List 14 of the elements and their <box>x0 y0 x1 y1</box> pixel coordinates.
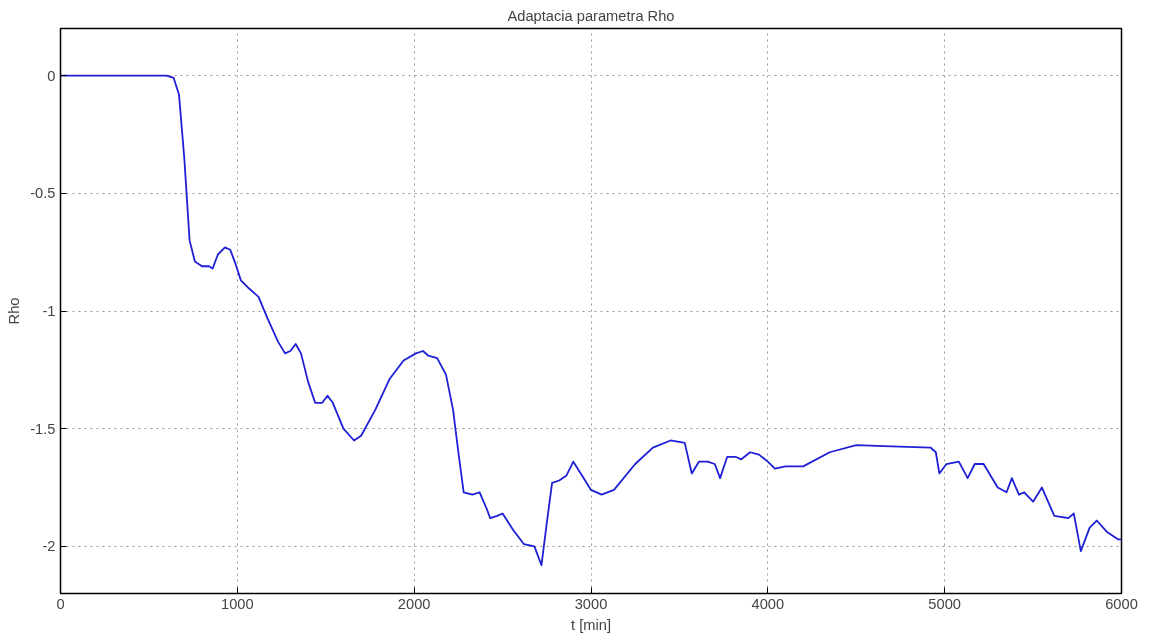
chart-title: Adaptacia parametra Rho <box>507 7 675 24</box>
y-axis-title: Rho <box>6 297 23 325</box>
y-tick-label: -0.5 <box>30 185 56 202</box>
x-tick-label: 4000 <box>751 595 785 612</box>
x-tick-label: 2000 <box>397 595 431 612</box>
y-tick-label: -1 <box>42 303 56 319</box>
y-tick-label: 0 <box>47 67 56 84</box>
x-tick-label: 5000 <box>928 595 961 612</box>
x-tick-label: 1000 <box>221 595 254 612</box>
y-tick-label: -2 <box>42 538 56 555</box>
x-tick-label: 6000 <box>1105 595 1138 612</box>
x-axis-title: t [min] <box>571 616 611 633</box>
y-tick-label: -1.5 <box>30 420 56 437</box>
x-tick-label: 3000 <box>574 595 608 612</box>
